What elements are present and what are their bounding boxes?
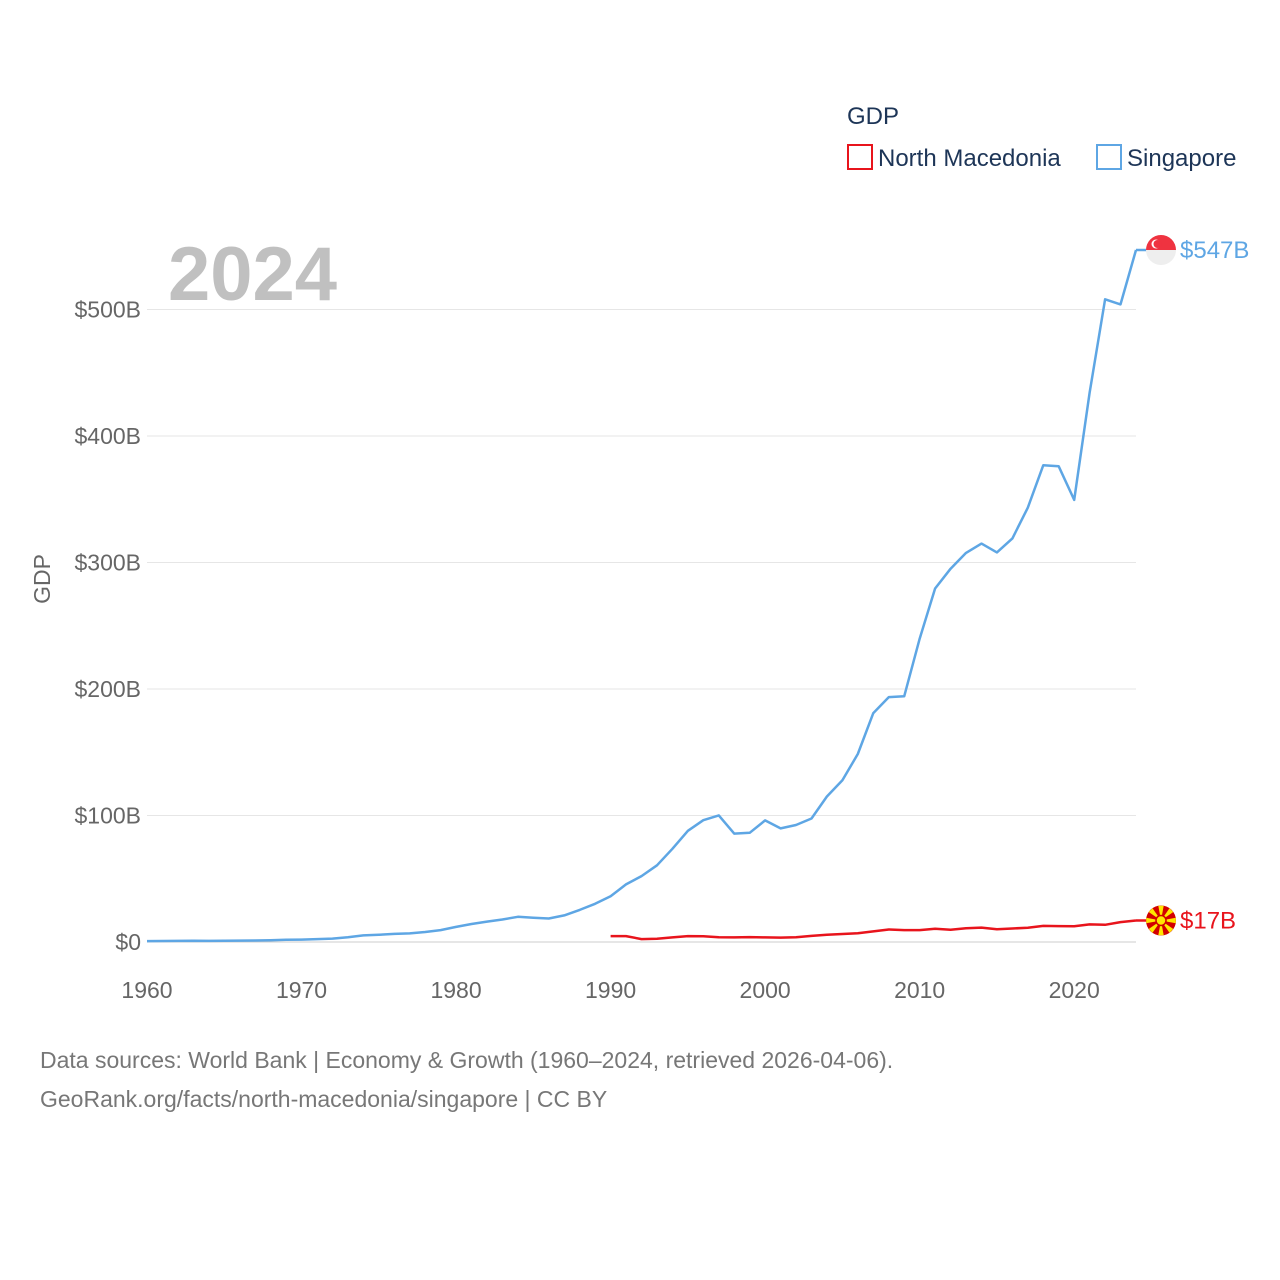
x-tick-label: 1990 xyxy=(585,977,636,1003)
y-axis-title: GDP xyxy=(29,554,55,604)
y-tick-label: $0 xyxy=(115,929,141,955)
flag-icon-north-macedonia xyxy=(1146,905,1176,936)
flag-sun-ray xyxy=(1161,917,1176,924)
x-tick-label: 1960 xyxy=(121,977,172,1003)
legend-swatch-singapore xyxy=(1096,144,1122,170)
flag-crescent-cut xyxy=(1153,240,1162,248)
gridlines xyxy=(147,308,1136,943)
series-lines xyxy=(146,249,1138,943)
end-label-north-macedonia: $17B xyxy=(1180,907,1236,934)
y-tick-label: $200B xyxy=(74,676,141,702)
end-markers: $547B $17B xyxy=(1136,235,1249,936)
source-line-1: Data sources: World Bank | Economy & Gro… xyxy=(40,1047,894,1073)
y-tick-label: $300B xyxy=(74,549,141,575)
flag-sun-ray xyxy=(1146,917,1161,924)
x-tick-label: 2010 xyxy=(894,977,945,1003)
gdp-line-chart: $0 $100B $200B $300B $400B $500B 1960 1970 1980… xyxy=(29,103,1249,1003)
legend-swatch-north-macedonia xyxy=(847,144,873,170)
legend-label-north-macedonia: North Macedonia xyxy=(878,145,1061,172)
series-line-singapore xyxy=(146,249,1138,943)
source-line-2: GeoRank.org/facts/north-macedonia/singap… xyxy=(40,1086,608,1112)
y-tick-label: $100B xyxy=(74,802,141,828)
end-label-singapore: $547B xyxy=(1180,237,1249,264)
x-axis-ticks: 1960 1970 1980 1990 2000 2010 2020 xyxy=(121,977,1099,1003)
legend-item-singapore[interactable]: Singapore xyxy=(1096,144,1236,172)
legend[interactable]: GDP North Macedonia Singapore xyxy=(847,103,1236,172)
legend-title: GDP xyxy=(847,103,899,130)
x-tick-label: 1970 xyxy=(276,977,327,1003)
y-tick-label: $500B xyxy=(74,296,141,322)
y-tick-label: $400B xyxy=(74,423,141,449)
flag-sun xyxy=(1155,914,1167,927)
x-tick-label: 2020 xyxy=(1049,977,1100,1003)
series-line-north-macedonia xyxy=(610,919,1137,941)
legend-item-north-macedonia[interactable]: North Macedonia xyxy=(847,144,1061,172)
y-axis-ticks: $0 $100B $200B $300B $400B $500B xyxy=(74,296,141,955)
flag-icon-singapore xyxy=(1146,235,1176,265)
flag-sun-ray xyxy=(1158,905,1164,921)
x-tick-label: 2000 xyxy=(740,977,791,1003)
legend-label-singapore: Singapore xyxy=(1127,145,1236,172)
x-tick-label: 1980 xyxy=(430,977,481,1003)
year-label: 2024 xyxy=(168,232,337,317)
flag-sun-ray xyxy=(1158,920,1164,936)
